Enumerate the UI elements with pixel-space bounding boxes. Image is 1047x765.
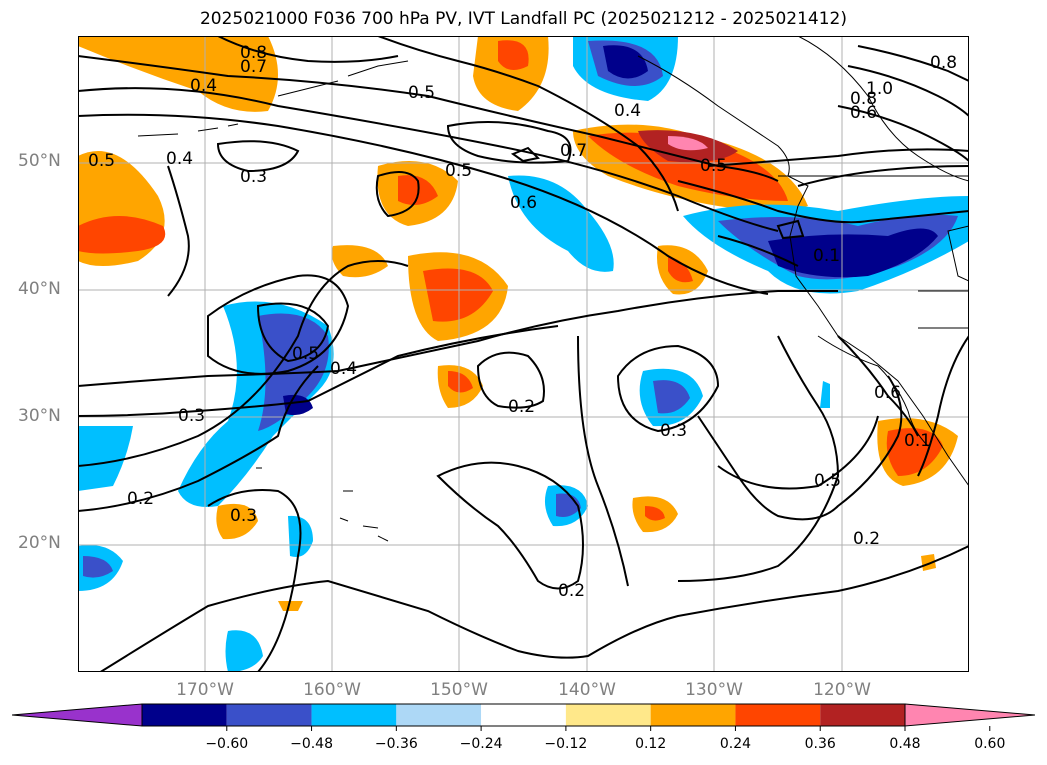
contour-label: 0.3 <box>240 167 267 187</box>
map-title: 2025021000 F036 700 hPa PV, IVT Landfall… <box>199 9 847 29</box>
contour-label: 0.2 <box>558 581 585 601</box>
contour-label: 0.6 <box>850 103 877 123</box>
colorbar-tick-label: −0.36 <box>375 736 418 752</box>
contour-label: 0.5 <box>292 344 319 364</box>
lon-label-150w: 150°W <box>430 680 488 700</box>
contour-labels: 0.8 0.7 0.4 0.4 0.5 0.5 0.3 0.5 0.6 0.7 … <box>88 43 957 601</box>
contour-label: 0.3 <box>230 506 257 526</box>
lat-label-30n: 30°N <box>18 406 61 426</box>
lon-label-140w: 140°W <box>558 680 616 700</box>
colorbar-tick-label: −0.48 <box>290 736 333 752</box>
colorbar-bin <box>735 704 821 726</box>
lat-label-50n: 50°N <box>18 151 61 171</box>
map-frame <box>78 36 969 672</box>
contour-label: 1.0 <box>866 79 893 99</box>
colorbar-tick-label: 0.48 <box>889 736 920 752</box>
colorbar-bin <box>481 704 566 726</box>
contour-label: 0.5 <box>88 151 115 171</box>
colorbar-bin <box>396 704 482 726</box>
lon-label-160w: 160°W <box>303 680 361 700</box>
contour-label: 0.4 <box>166 149 193 169</box>
contour-label: 0.2 <box>508 397 535 417</box>
contour-label: 0.8 <box>930 53 957 73</box>
colorbar-tick-label: −0.60 <box>205 736 248 752</box>
contour-label: 0.6 <box>874 383 901 403</box>
positive-anomaly-fill <box>78 36 958 611</box>
map-panel: 0.8 0.7 0.4 0.4 0.5 0.5 0.3 0.5 0.6 0.7 … <box>78 36 969 672</box>
colorbar-bin <box>565 704 651 726</box>
contour-label: 0.8 <box>240 43 267 63</box>
colorbar-tick-label: 0.36 <box>805 736 836 752</box>
contour-label: 0.3 <box>178 406 205 426</box>
lat-label-20n: 20°N <box>18 533 61 553</box>
negative-anomaly-fill <box>78 36 969 672</box>
contour-label: 0.5 <box>700 156 727 176</box>
contour-label: 0.2 <box>127 489 154 509</box>
contour-label: 0.1 <box>904 431 931 451</box>
pv-contours <box>78 36 969 672</box>
lat-label-40n: 40°N <box>18 279 61 299</box>
colorbar-bin <box>311 704 397 726</box>
contour-label: 0.2 <box>853 529 880 549</box>
contour-label: 0.1 <box>813 246 840 266</box>
contour-label: 0.8 <box>850 89 877 109</box>
lon-label-170w: 170°W <box>176 680 234 700</box>
contour-label: 0.5 <box>814 471 841 491</box>
contour-label: 0.4 <box>614 101 641 121</box>
contour-label: 0.5 <box>445 161 472 181</box>
contour-label: 0.5 <box>408 83 435 103</box>
colorbar-frame <box>141 703 906 727</box>
lon-label-120w: 120°W <box>813 680 871 700</box>
colorbar-tick-label: 0.60 <box>974 736 1005 752</box>
colorbar-extend-low <box>12 703 143 727</box>
colorbar-tick-label: −0.24 <box>460 736 503 752</box>
colorbar-tick-label: −0.12 <box>544 736 587 752</box>
colorbar-tick-label: 0.24 <box>720 736 751 752</box>
contour-label: 0.3 <box>660 421 687 441</box>
colorbar: −0.60 −0.48 −0.36 −0.24 −0.12 0.12 0.24 0.36 0.4… <box>12 703 1035 752</box>
colorbar-bin <box>650 704 736 726</box>
colorbar-tick-label: 0.12 <box>635 736 666 752</box>
contour-label: 0.7 <box>240 57 267 77</box>
contour-label: 0.4 <box>330 359 357 379</box>
colorbar-bin <box>142 704 227 726</box>
colorbar-bin <box>820 704 905 726</box>
contour-label: 0.6 <box>510 193 537 213</box>
contour-label: 0.4 <box>190 76 217 96</box>
contour-label: 0.7 <box>560 141 587 161</box>
colorbar-bin <box>226 704 312 726</box>
colorbar-extend-high <box>904 703 1035 727</box>
lon-label-130w: 130°W <box>685 680 743 700</box>
